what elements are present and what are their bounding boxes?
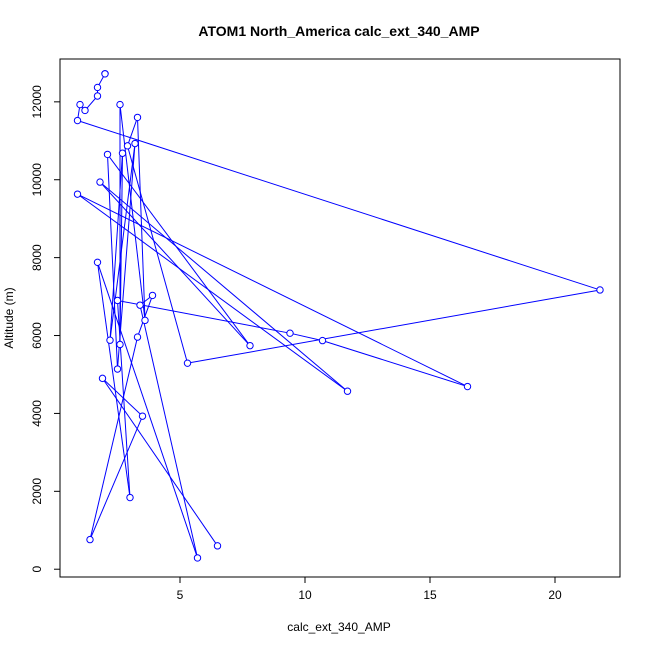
data-point (73, 190, 82, 198)
y-axis: 0 2000 4000 6000 8000 10000 12000 (30, 85, 60, 573)
data-point (81, 106, 89, 115)
data-point (141, 316, 149, 325)
series-line-segment (137, 295, 153, 338)
data-point (133, 113, 142, 122)
data-point (96, 178, 104, 186)
x-tick-label: 20 (548, 588, 562, 602)
data-point (98, 374, 107, 383)
series-line-segment (102, 378, 218, 547)
data-point (213, 542, 222, 550)
series-line-segment (89, 336, 138, 540)
y-tick-label: 2000 (30, 478, 44, 505)
y-tick-label: 8000 (30, 244, 44, 271)
series-line-segment (102, 378, 143, 417)
data-point (136, 301, 144, 309)
data-point (286, 329, 294, 337)
series-line-segment (119, 104, 146, 321)
series-line-segment (187, 289, 601, 364)
data-point (131, 139, 139, 148)
data-point (118, 149, 127, 157)
y-tick-label: 4000 (30, 400, 44, 427)
data-point (596, 286, 604, 294)
data-point (101, 70, 109, 78)
data-point (93, 258, 102, 267)
data-point (113, 365, 122, 373)
data-point (463, 382, 472, 391)
data-point (123, 142, 132, 150)
series-line-segment (109, 153, 123, 341)
data-point (126, 493, 134, 502)
x-tick-label: 5 (177, 588, 184, 602)
series-line-segment (77, 193, 348, 392)
series-line-segment (107, 154, 251, 346)
data-point (246, 341, 254, 350)
series-line-segment (127, 117, 138, 147)
plot-frame (59, 58, 621, 578)
data-point (73, 116, 82, 125)
x-axis: 5 10 15 20 (177, 577, 562, 602)
data-point (93, 83, 102, 92)
data-point (113, 296, 122, 305)
data-point (76, 100, 84, 109)
data-point (116, 100, 124, 109)
data-point (318, 336, 327, 345)
data-point (343, 387, 352, 395)
series-line-segment (289, 332, 323, 342)
series-line-segment (99, 181, 251, 346)
data-point (133, 333, 142, 341)
y-tick-label: 12000 (30, 85, 44, 119)
data-point (103, 150, 112, 159)
y-tick-label: 0 (30, 566, 44, 573)
series-line-segment (77, 120, 601, 291)
x-tick-label: 15 (423, 588, 437, 602)
chart-title: ATOM1 North_America calc_ext_340_AMP (198, 23, 479, 39)
x-tick-label: 10 (298, 588, 312, 602)
series-line-segment (137, 117, 146, 321)
series-line-segment (77, 193, 468, 387)
x-axis-label: calc_ext_340_AMP (287, 620, 390, 634)
data-point (148, 291, 157, 300)
data-point (93, 92, 102, 100)
y-tick-label: 10000 (30, 163, 44, 197)
series-line-segment (89, 415, 143, 540)
series-line-segment (322, 340, 468, 388)
data-point (193, 554, 202, 562)
series-line-segment (97, 262, 198, 559)
y-tick-label: 6000 (30, 322, 44, 349)
series-line-segment (127, 145, 188, 364)
series-line-segment (117, 299, 291, 334)
data-point (106, 336, 114, 344)
data-point (138, 412, 147, 420)
data-point (183, 359, 192, 367)
data-point (116, 340, 124, 349)
data-point (86, 535, 94, 544)
series-line-segment (139, 305, 198, 559)
y-axis-label: Altitude (m) (2, 287, 16, 348)
series-line-segment (99, 181, 348, 392)
series-layer (73, 70, 604, 562)
